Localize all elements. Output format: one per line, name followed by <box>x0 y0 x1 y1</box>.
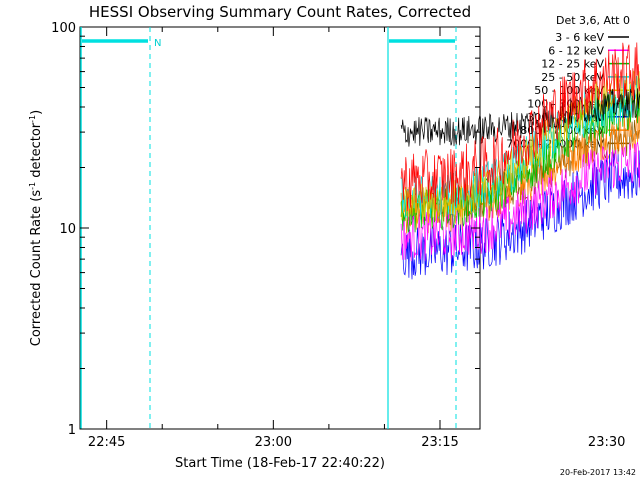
legend-header: Det 3,6, Att 0 <box>556 14 630 27</box>
x-axis-label: Start Time (18-Feb-17 22:40:22) <box>175 456 385 471</box>
y-axis: 1 10 100 <box>51 21 480 438</box>
x-tick-label: 22:45 <box>88 435 125 450</box>
y-axis-label-exp2: -1 <box>28 115 37 123</box>
night-marker-label: N <box>154 38 161 49</box>
y-tick-label: 1 <box>68 423 76 438</box>
series-trace <box>400 70 640 224</box>
y-tick-label: 10 <box>59 222 76 237</box>
y-axis-label-end: ) <box>29 110 44 115</box>
y-axis-label-main: Corrected Count Rate (s <box>29 190 44 347</box>
series-trace <box>400 141 640 262</box>
y-axis-label: Corrected Count Rate (s-1 detector-1) <box>28 110 44 346</box>
series-layer <box>400 42 640 280</box>
legend-entry-label: 3 - 6 keV <box>555 31 604 44</box>
series-trace <box>400 150 640 280</box>
x-tick-label: 23:00 <box>255 435 292 450</box>
attenuator-overlays <box>80 27 457 429</box>
footer-date: 20-Feb-2017 13:42 <box>560 468 636 477</box>
y-axis-label-exp1: -1 <box>28 182 37 190</box>
x-tick-label: 23:30 <box>588 435 625 450</box>
series-trace <box>400 42 640 212</box>
legend-entry-label: 12 - 25 keV <box>541 58 604 71</box>
legend-entry-label: 6 - 12 keV <box>548 44 604 57</box>
y-axis-label-mid: detector <box>29 122 44 182</box>
y-tick-label: 100 <box>51 21 76 36</box>
x-tick-label: 23:15 <box>421 435 458 450</box>
chart-title: HESSI Observing Summary Count Rates, Cor… <box>89 3 471 21</box>
